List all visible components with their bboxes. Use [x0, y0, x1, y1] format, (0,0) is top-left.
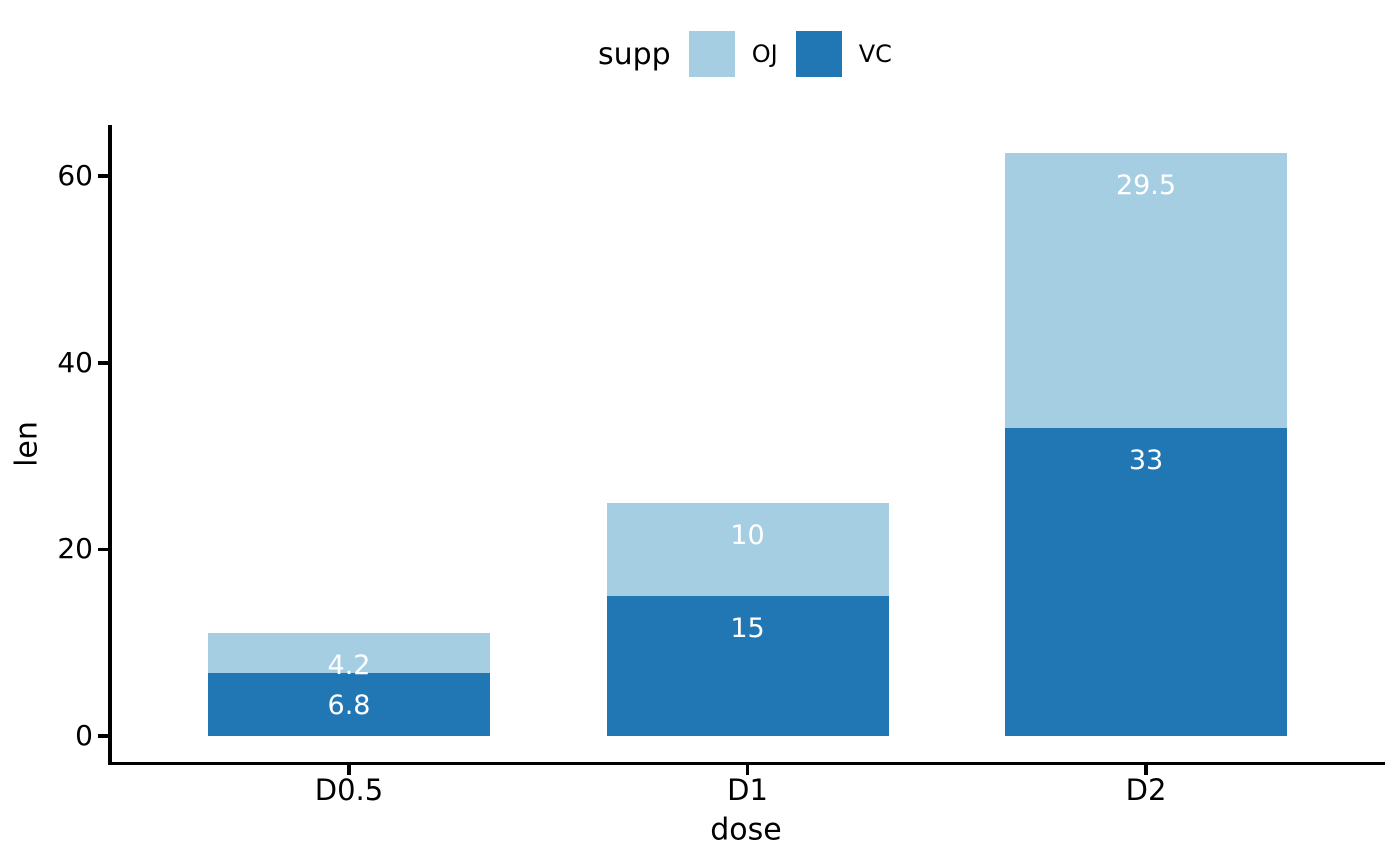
x-tick-mark	[347, 765, 351, 775]
x-tick-label-d0.5: D0.5	[314, 773, 384, 807]
y-tick-mark	[98, 174, 108, 178]
legend-swatch-oj	[688, 31, 735, 77]
bar-segment-d1-vc	[606, 596, 889, 736]
bar-segment-d0.5-oj	[208, 633, 490, 673]
x-axis-spine	[108, 761, 1385, 765]
bar-segment-d2-oj	[1005, 152, 1287, 429]
x-axis-title: dose	[710, 812, 782, 848]
bar-value-label-d0.5-vc: 6.8	[327, 689, 371, 721]
bar-value-label-d2-oj: 29.5	[1115, 169, 1177, 201]
bar-value-label-d1-oj: 10	[730, 519, 765, 551]
x-tick-label-d1: D1	[727, 773, 768, 807]
y-tick-mark	[98, 361, 108, 365]
legend-item-label: OJ	[751, 40, 778, 68]
y-axis-spine	[108, 125, 112, 765]
bar-value-label-d2-vc: 33	[1128, 445, 1164, 477]
x-tick-mark	[1144, 765, 1148, 775]
y-axis-title: len	[9, 421, 45, 467]
bar-value-label-d1-vc: 15	[730, 613, 765, 645]
y-tick-label: 60	[57, 159, 93, 193]
bar-segment-d2-vc	[1005, 428, 1287, 736]
y-tick-label: 0	[75, 719, 93, 752]
legend-item-vc: VC	[795, 31, 892, 77]
y-tick-mark	[98, 734, 108, 738]
bar-segment-d0.5-vc	[208, 672, 490, 736]
bar-segment-d1-oj	[606, 502, 889, 597]
legend-item-label: VC	[858, 40, 892, 68]
legend-swatch-vc	[795, 31, 842, 77]
legend-title: supp	[598, 36, 671, 72]
legend: supp OJ VC	[598, 30, 892, 78]
legend-item-oj: OJ	[688, 31, 778, 77]
x-tick-mark	[745, 765, 750, 775]
y-tick-mark	[98, 547, 108, 552]
bar-value-label-d0.5-oj: 4.2	[327, 650, 371, 682]
y-tick-label: 20	[57, 532, 93, 566]
y-tick-label: 40	[57, 345, 93, 379]
x-tick-label-d2: D2	[1125, 773, 1167, 807]
